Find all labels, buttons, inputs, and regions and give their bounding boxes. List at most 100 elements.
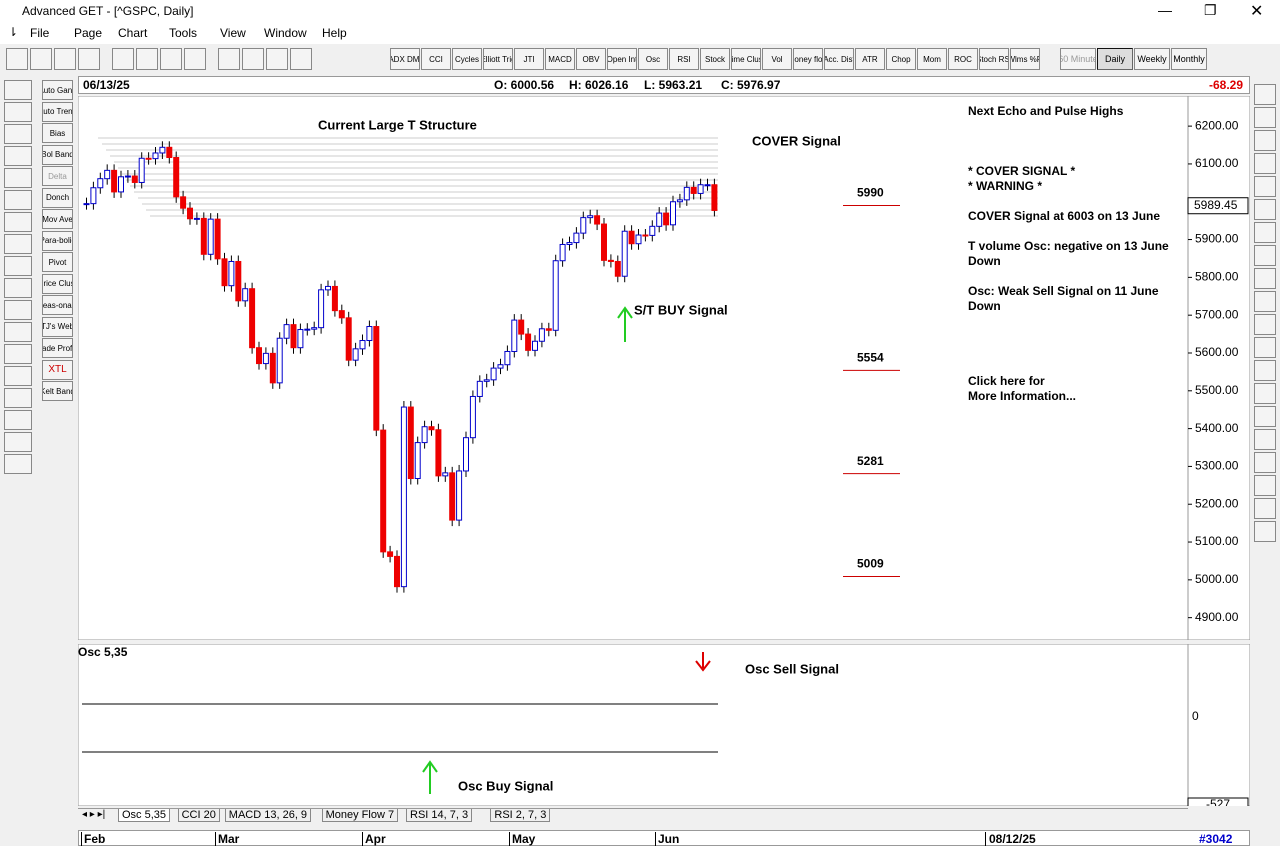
- tool-icon[interactable]: [4, 410, 32, 430]
- tool-icon[interactable]: [112, 48, 134, 70]
- indicator-button[interactable]: Stoch RSI: [979, 48, 1009, 70]
- study-button[interactable]: Bias: [42, 123, 73, 143]
- indicator-button[interactable]: CCI: [421, 48, 451, 70]
- tool-icon[interactable]: [6, 48, 28, 70]
- tool-icon[interactable]: [4, 300, 32, 320]
- study-button[interactable]: Delta: [42, 166, 73, 186]
- menu-item[interactable]: Tools: [169, 26, 198, 40]
- tool-icon[interactable]: [218, 48, 240, 70]
- indicator-button[interactable]: MACD: [545, 48, 575, 70]
- draw-tool[interactable]: [1254, 498, 1276, 519]
- draw-tool[interactable]: [1254, 475, 1276, 496]
- tool-icon[interactable]: [184, 48, 206, 70]
- draw-tool[interactable]: [1254, 452, 1276, 473]
- indicator-button[interactable]: Cycles: [452, 48, 482, 70]
- indicator-button[interactable]: Mom: [917, 48, 947, 70]
- indicator-button[interactable]: ROC: [948, 48, 978, 70]
- indicator-button[interactable]: OBV: [576, 48, 606, 70]
- indicator-button[interactable]: Vol: [762, 48, 792, 70]
- timeframe-button[interactable]: Monthly: [1171, 48, 1207, 70]
- tab[interactable]: MACD 13, 26, 9: [224, 809, 312, 822]
- indicator-button[interactable]: ADX DMI: [390, 48, 420, 70]
- tool-icon[interactable]: [4, 168, 32, 188]
- study-button[interactable]: Donch: [42, 187, 73, 208]
- note[interactable]: More Information...: [968, 389, 1076, 403]
- tool-icon[interactable]: [4, 278, 32, 298]
- tool-icon[interactable]: [160, 48, 182, 70]
- menu-item[interactable]: Chart: [118, 26, 148, 40]
- timeframe-button[interactable]: Weekly: [1134, 48, 1170, 70]
- menu-item[interactable]: Help: [322, 26, 347, 40]
- tool-icon[interactable]: [4, 322, 32, 342]
- study-button[interactable]: XTL: [42, 359, 73, 380]
- close[interactable]: ✕: [1250, 3, 1264, 20]
- draw-tool[interactable]: [1254, 84, 1276, 105]
- indicator-button[interactable]: Wlms %R: [1010, 48, 1040, 70]
- study-button[interactable]: Mov Ave: [42, 209, 73, 229]
- indicator-button[interactable]: Money flow: [793, 48, 823, 70]
- draw-tool[interactable]: [1254, 130, 1276, 151]
- indicator-button[interactable]: RSI: [669, 48, 699, 70]
- draw-tool[interactable]: [1254, 337, 1276, 358]
- draw-tool[interactable]: [1254, 429, 1276, 450]
- tool-icon[interactable]: [242, 48, 264, 70]
- tool-icon[interactable]: [4, 80, 32, 100]
- minimize[interactable]: —: [1158, 2, 1172, 18]
- study-button[interactable]: TJ's Web: [42, 316, 73, 337]
- timeframe-button[interactable]: Daily: [1097, 48, 1133, 70]
- tab[interactable]: RSI 14, 7, 3: [406, 809, 473, 822]
- tool-icon[interactable]: [54, 48, 76, 70]
- draw-tool[interactable]: [1254, 245, 1276, 266]
- study-button[interactable]: Pivot: [42, 252, 73, 272]
- draw-tool[interactable]: [1254, 268, 1276, 289]
- indicator-button[interactable]: Chop: [886, 48, 916, 70]
- study-button[interactable]: Para-bolic: [42, 230, 73, 251]
- menu-item[interactable]: Window: [264, 26, 307, 40]
- draw-tool[interactable]: [1254, 291, 1276, 312]
- study-button[interactable]: Seas-onals: [42, 295, 73, 315]
- tool-icon[interactable]: [136, 48, 158, 70]
- tab[interactable]: Osc 5,35: [118, 809, 171, 822]
- indicator-button[interactable]: Osc: [638, 48, 668, 70]
- tool-icon[interactable]: [4, 454, 32, 474]
- draw-tool[interactable]: [1254, 521, 1276, 542]
- study-button[interactable]: Auto Gann: [42, 80, 73, 100]
- indicator-button[interactable]: ATR: [855, 48, 885, 70]
- tab[interactable]: Money Flow 7: [321, 809, 399, 822]
- draw-tool[interactable]: [1254, 176, 1276, 197]
- indicator-button[interactable]: Time Clust: [731, 48, 761, 70]
- tool-icon[interactable]: [4, 366, 32, 386]
- draw-tool[interactable]: [1254, 222, 1276, 243]
- study-button[interactable]: Bol Band: [42, 144, 73, 165]
- indicator-button[interactable]: Acc. Dist: [824, 48, 854, 70]
- tool-icon[interactable]: [4, 344, 32, 364]
- tab-scroll[interactable]: ◂ ▸ ▸|: [82, 809, 106, 820]
- study-button[interactable]: Price Clust: [42, 273, 73, 294]
- tool-icon[interactable]: [4, 102, 32, 122]
- tool-icon[interactable]: [4, 432, 32, 452]
- tool-icon[interactable]: [290, 48, 312, 70]
- study-button[interactable]: Kelt Band: [42, 381, 73, 401]
- study-button[interactable]: Auto Trend: [42, 101, 73, 122]
- tab[interactable]: CCI 20: [177, 809, 220, 822]
- menu-item[interactable]: View: [220, 26, 246, 40]
- menu-item[interactable]: File: [30, 26, 50, 40]
- indicator-button[interactable]: JTI: [514, 48, 544, 70]
- draw-tool[interactable]: [1254, 153, 1276, 174]
- tool-icon[interactable]: [4, 124, 32, 144]
- tool-icon[interactable]: [4, 146, 32, 166]
- draw-tool[interactable]: [1254, 314, 1276, 335]
- timeframe-button[interactable]: 60 Minute: [1060, 48, 1096, 70]
- tool-icon[interactable]: [4, 388, 32, 408]
- tool-icon[interactable]: [30, 48, 52, 70]
- draw-tool[interactable]: [1254, 383, 1276, 404]
- indicator-button[interactable]: Elliott Trig: [483, 48, 513, 70]
- tool-icon[interactable]: [266, 48, 288, 70]
- draw-tool[interactable]: [1254, 360, 1276, 381]
- menu-item[interactable]: Page: [74, 26, 103, 40]
- tool-icon[interactable]: [4, 256, 32, 276]
- indicator-button[interactable]: Open Int: [607, 48, 637, 70]
- draw-tool[interactable]: [1254, 107, 1276, 128]
- tool-icon[interactable]: [4, 234, 32, 254]
- tab[interactable]: RSI 2, 7, 3: [490, 809, 551, 822]
